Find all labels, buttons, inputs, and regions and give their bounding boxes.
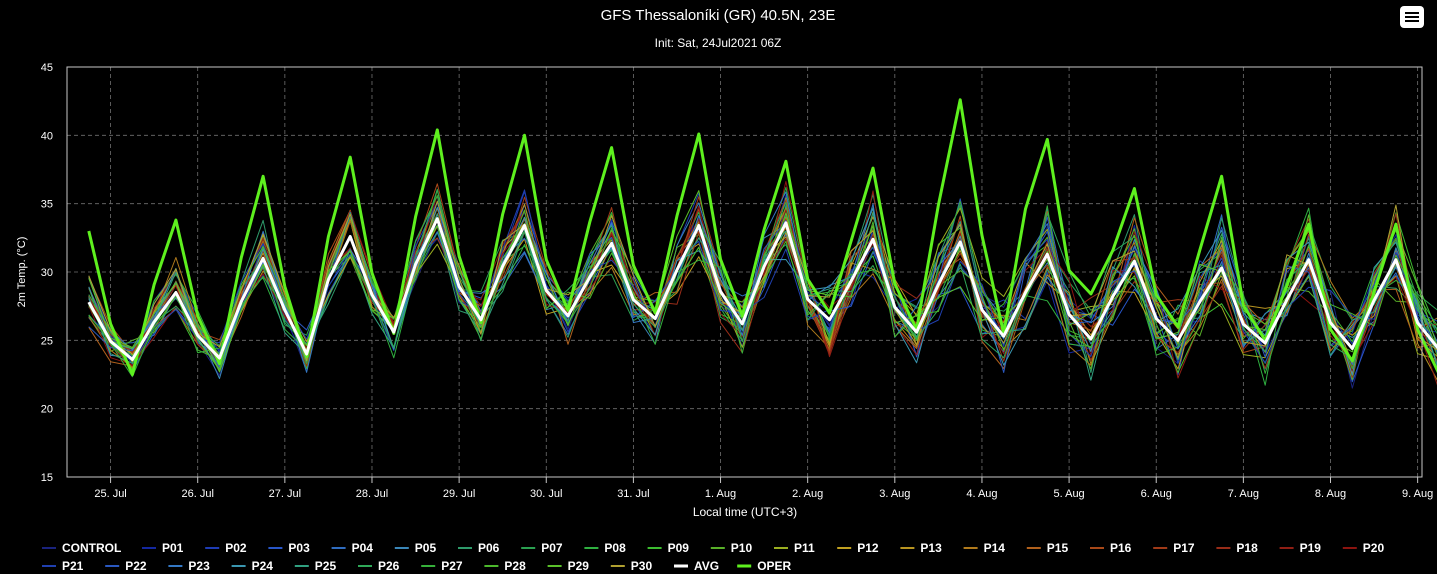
y-tick-label: 20 — [41, 404, 53, 416]
legend-item-p14[interactable]: P14 — [984, 541, 1006, 555]
legend-item-p02[interactable]: P02 — [225, 541, 247, 555]
x-tick-label: 29. Jul — [443, 488, 475, 500]
x-tick-label: 26. Jul — [181, 488, 213, 500]
chart-title: GFS Thessaloníki (GR) 40.5N, 23E — [601, 7, 836, 24]
legend-item-p07[interactable]: P07 — [541, 541, 563, 555]
legend-item-p03[interactable]: P03 — [288, 541, 310, 555]
x-tick-label: 25. Jul — [94, 488, 126, 500]
x-tick-label: 6. Aug — [1141, 488, 1172, 500]
x-tick-label: 9. Aug — [1402, 488, 1433, 500]
x-tick-label: 27. Jul — [269, 488, 301, 500]
x-tick-label: 2. Aug — [792, 488, 823, 500]
y-tick-label: 45 — [41, 62, 53, 74]
legend-item-p04[interactable]: P04 — [352, 541, 374, 555]
series-line-oper — [87, 98, 1437, 376]
legend-item-p21[interactable]: P21 — [62, 559, 84, 573]
series-lines — [87, 98, 1437, 389]
legend-item-p27[interactable]: P27 — [441, 559, 463, 573]
x-tick-label: 28. Jul — [356, 488, 388, 500]
legend-item-p10[interactable]: P10 — [731, 541, 753, 555]
legend: CONTROL P01 P02 P03 P04 P05 P06 P07 P08 P09 P10 P11… — [42, 541, 1384, 573]
y-tick-label: 30 — [41, 267, 53, 279]
legend-item-oper[interactable]: OPER — [757, 559, 791, 573]
legend-item-p26[interactable]: P26 — [378, 559, 400, 573]
legend-item-avg[interactable]: AVG — [694, 559, 719, 573]
legend-item-p17[interactable]: P17 — [1173, 541, 1195, 555]
y-axis-title: 2m Temp. (°C) — [16, 237, 28, 308]
x-axis-title: Local time (UTC+3) — [693, 505, 797, 519]
chart-subtitle: Init: Sat, 24Jul2021 06Z — [655, 36, 782, 50]
legend-item-p12[interactable]: P12 — [857, 541, 879, 555]
x-tick-label: 8. Aug — [1315, 488, 1346, 500]
plot-area-frame — [66, 66, 1423, 478]
legend-item-p16[interactable]: P16 — [1110, 541, 1132, 555]
legend-item-p20[interactable]: P20 — [1363, 541, 1385, 555]
legend-item-p08[interactable]: P08 — [604, 541, 626, 555]
legend-item-p30[interactable]: P30 — [631, 559, 653, 573]
legend-item-p22[interactable]: P22 — [125, 559, 147, 573]
y-tick-label: 35 — [41, 199, 53, 211]
legend-item-p15[interactable]: P15 — [1047, 541, 1069, 555]
x-axis: 25. Jul 26. Jul 27. Jul 28. Jul 29. Jul 30. J… — [94, 477, 1433, 500]
hamburger-menu-icon[interactable] — [1400, 6, 1424, 28]
legend-item-p11[interactable]: P11 — [794, 541, 815, 555]
y-tick-label: 40 — [41, 130, 53, 142]
legend-item-p01[interactable]: P01 — [162, 541, 184, 555]
series-line-avg — [87, 217, 1437, 361]
x-tick-label: 30. Jul — [530, 488, 562, 500]
legend-item-p09[interactable]: P09 — [668, 541, 690, 555]
legend-item-p29[interactable]: P29 — [568, 559, 590, 573]
legend-item-p19[interactable]: P19 — [1300, 541, 1322, 555]
legend-item-p13[interactable]: P13 — [920, 541, 942, 555]
x-tick-label: 7. Aug — [1228, 488, 1259, 500]
x-tick-label: 3. Aug — [879, 488, 910, 500]
legend-item-control[interactable]: CONTROL — [62, 541, 121, 555]
y-tick-label: 25 — [41, 335, 53, 347]
legend-item-p25[interactable]: P25 — [315, 559, 337, 573]
x-tick-label: 31. Jul — [617, 488, 649, 500]
legend-item-p28[interactable]: P28 — [504, 559, 526, 573]
legend-item-p05[interactable]: P05 — [415, 541, 437, 555]
legend-item-p24[interactable]: P24 — [252, 559, 274, 573]
legend-item-p18[interactable]: P18 — [1236, 541, 1258, 555]
x-tick-label: 4. Aug — [966, 488, 997, 500]
legend-item-p23[interactable]: P23 — [188, 559, 210, 573]
x-tick-label: 5. Aug — [1053, 488, 1084, 500]
legend-item-p06[interactable]: P06 — [478, 541, 500, 555]
y-axis: 15 20 25 30 35 40 45 — [41, 62, 53, 484]
x-tick-label: 1. Aug — [705, 488, 736, 500]
y-tick-label: 15 — [41, 472, 53, 484]
